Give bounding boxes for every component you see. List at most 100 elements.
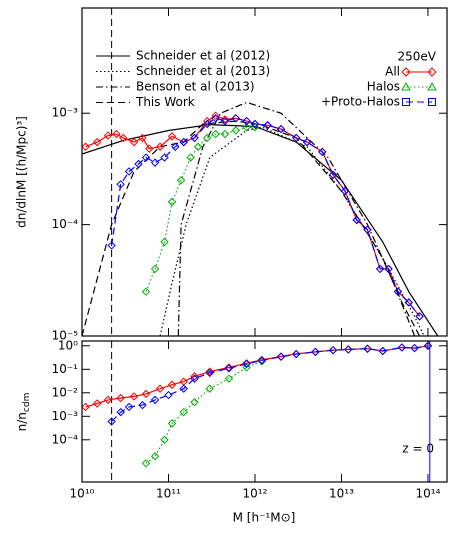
legend-marker xyxy=(401,81,411,91)
marker xyxy=(167,132,177,141)
y-tick-label: 10⁻³ xyxy=(52,106,79,120)
marker xyxy=(202,133,212,143)
marker xyxy=(176,176,186,185)
legend-marker xyxy=(428,98,436,106)
marker xyxy=(81,402,90,412)
marker xyxy=(150,264,160,274)
marker xyxy=(202,119,212,129)
marker xyxy=(375,264,385,274)
y-tick-label: 10⁻¹ xyxy=(52,362,79,376)
marker xyxy=(393,287,403,296)
legend-marker xyxy=(427,67,437,77)
x-tick-label: 10¹¹ xyxy=(156,487,181,501)
y-label-main: n/n xyxy=(15,412,29,431)
marker xyxy=(167,197,177,207)
marker xyxy=(242,363,251,372)
series-line xyxy=(82,123,439,336)
marker xyxy=(190,372,199,381)
marker xyxy=(311,347,320,357)
marker xyxy=(363,225,372,234)
y-tick-label: 10⁰ xyxy=(58,338,78,352)
marker xyxy=(224,364,234,373)
marker xyxy=(328,170,338,180)
marker xyxy=(179,384,188,393)
marker xyxy=(129,392,139,401)
marker xyxy=(129,137,139,147)
marker xyxy=(363,344,372,353)
marker xyxy=(160,237,169,247)
marker xyxy=(378,346,387,356)
marker xyxy=(423,341,433,351)
marker xyxy=(93,137,102,147)
marker xyxy=(160,153,169,162)
series-line xyxy=(111,117,421,317)
marker xyxy=(167,419,177,428)
series-line xyxy=(85,115,421,317)
series-line xyxy=(145,360,263,464)
marker xyxy=(116,180,125,189)
marker xyxy=(141,389,151,399)
plot-frame xyxy=(81,340,448,483)
marker xyxy=(134,159,143,169)
marker xyxy=(242,359,251,369)
marker xyxy=(179,137,188,147)
legend-marker xyxy=(401,67,411,77)
marker xyxy=(150,158,160,167)
marker xyxy=(150,452,160,461)
marker xyxy=(397,343,407,352)
marker xyxy=(138,133,147,143)
marker xyxy=(205,368,214,378)
marker xyxy=(352,215,361,225)
marker xyxy=(124,402,134,412)
marker xyxy=(171,142,180,151)
marker xyxy=(211,114,220,123)
series-line xyxy=(111,345,429,422)
marker xyxy=(141,153,151,162)
legend-marker xyxy=(402,98,410,106)
marker xyxy=(340,186,350,196)
marker xyxy=(186,153,195,162)
marker xyxy=(276,124,286,134)
marker xyxy=(81,142,90,151)
marker xyxy=(190,133,199,143)
marker xyxy=(250,122,260,132)
legend-label: This Work xyxy=(135,95,195,109)
marker xyxy=(164,390,173,400)
marker xyxy=(107,417,116,426)
marker xyxy=(205,384,214,393)
y-tick-label: 10⁻³ xyxy=(52,409,79,423)
y-axis-label: n/ncdm xyxy=(15,393,32,432)
marker xyxy=(211,129,220,139)
marker xyxy=(107,241,116,250)
marker xyxy=(220,115,230,124)
marker xyxy=(141,459,151,468)
marker xyxy=(119,133,128,143)
marker xyxy=(220,129,230,139)
marker xyxy=(328,345,338,355)
marker xyxy=(250,119,260,129)
marker xyxy=(224,363,234,372)
legend-label: +Proto-Halos xyxy=(321,95,400,109)
legend-label: Halos xyxy=(367,80,400,94)
marker xyxy=(242,122,251,132)
marker xyxy=(145,144,154,153)
marker xyxy=(220,116,230,126)
y-axis-label: dn/dlnM [(h/Mpc)³] xyxy=(15,116,29,228)
marker xyxy=(344,345,353,354)
marker xyxy=(167,380,177,389)
marker xyxy=(155,384,165,393)
y-label-sub: cdm xyxy=(22,393,32,412)
marker xyxy=(292,349,301,359)
marker xyxy=(292,133,301,143)
legend-label: All xyxy=(385,65,400,79)
legend-label: Benson et al (2013) xyxy=(136,80,255,94)
x-tick-label: 10¹³ xyxy=(329,487,354,501)
x-tick-label: 10¹² xyxy=(243,487,268,501)
legend-title: 250eV xyxy=(398,50,437,64)
x-tick-label: 10¹⁰ xyxy=(70,487,95,501)
marker xyxy=(138,400,147,410)
marker xyxy=(155,142,165,151)
marker xyxy=(160,435,169,445)
series-line xyxy=(145,126,255,292)
